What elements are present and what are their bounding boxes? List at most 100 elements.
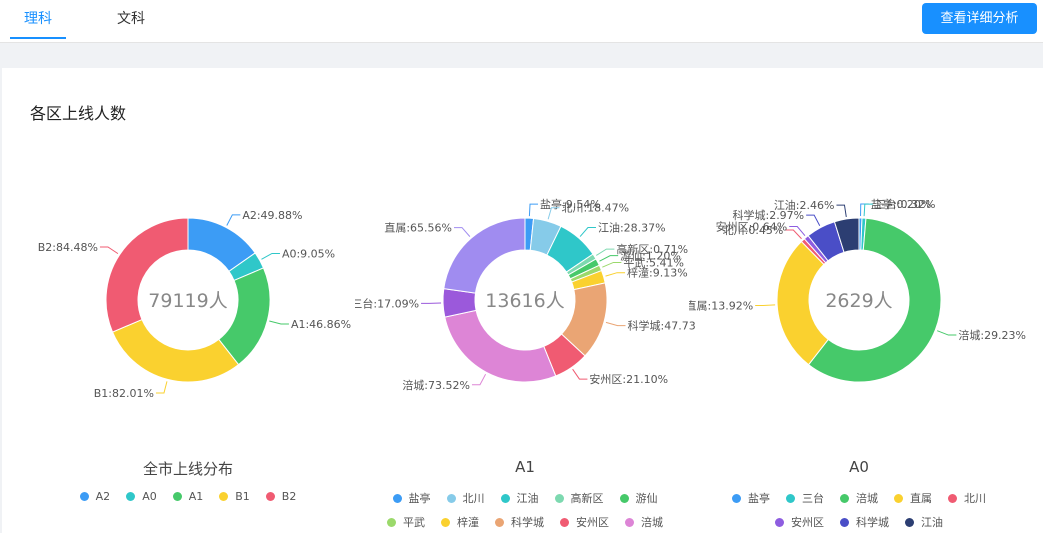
chart: A2:49.88% A0:9.05% A1:46.86% B1:82.01% B2:84… [18, 140, 358, 533]
legend-dot [387, 517, 396, 527]
slice-label: A1:46.86% [291, 318, 351, 331]
legend-item[interactable]: A2 [79, 490, 110, 503]
chart-title: A0 [849, 458, 869, 476]
legend-item[interactable]: 游仙 [619, 490, 658, 506]
center-label: 13616人 [485, 290, 564, 312]
slice-label: 江油:2.46% [774, 198, 835, 212]
chart-title: A1 [515, 458, 535, 476]
leader-line [155, 381, 168, 394]
chart-title: 全市上线分布 [142, 460, 233, 478]
leader-line [755, 304, 776, 307]
legend-item[interactable]: B2 [265, 490, 296, 503]
legend-item[interactable]: 平武 [387, 514, 425, 530]
legend-item[interactable]: 盐亭 [732, 490, 770, 506]
legend-text: 科学城 [511, 516, 544, 529]
legend-item[interactable]: 北川 [446, 490, 485, 506]
legend-item[interactable]: 北川 [948, 490, 986, 506]
legend-dot [840, 493, 849, 503]
slice [833, 217, 860, 253]
legend-item[interactable]: 高新区 [554, 490, 604, 506]
leader-line [471, 373, 487, 386]
center-label: 2629人 [825, 290, 892, 312]
legend-dot [732, 493, 741, 503]
legend-dot [500, 493, 510, 503]
slice-label: 三台:0.32% [875, 197, 936, 211]
slice-label: 江油:28.37% [598, 221, 666, 235]
slice-label: B1:82.01% [94, 387, 154, 400]
legend-item[interactable]: 涪城 [625, 514, 663, 530]
leader-line [602, 261, 622, 268]
tab[interactable]: 文科 [117, 11, 145, 27]
legend-item[interactable]: 安州区 [775, 514, 824, 530]
legend-dot [775, 517, 784, 527]
legend-item[interactable]: 江油 [500, 490, 539, 506]
section-title: 各区上线人数 [30, 104, 127, 123]
legend-dot [619, 493, 629, 503]
legend-text: 北川 [964, 492, 986, 505]
legend-dot [554, 493, 564, 503]
top-bar: 理科 文科 查看详细分析 [0, 0, 1043, 43]
legend-item[interactable]: A1 [172, 490, 204, 503]
donut-chart: 盐亭:0.20%三台:0.32% 涪城:29.23% 直属:13.92% 北川:0.4… [689, 197, 1026, 383]
tab[interactable]: 理科 [10, 8, 66, 39]
legend-dot [560, 517, 569, 527]
slice-label: 科学城:2.97% [732, 208, 804, 222]
legend-dot [446, 493, 456, 503]
slice [807, 217, 942, 383]
slice-label: 北川:18.47% [561, 202, 629, 215]
legend: A2 A0 A1 B1 B2 [28, 490, 348, 503]
donut-chart: A2:49.88% A0:9.05% A1:46.86% B1:82.01% B2:84… [38, 209, 351, 400]
center-label: 79119人 [148, 290, 227, 312]
legend-item[interactable]: 三台 [786, 490, 824, 506]
legend-dot [948, 493, 957, 503]
legend-dot [441, 517, 450, 527]
legend-item[interactable]: 直属 [894, 490, 932, 506]
slice-label: 三台:17.09% [355, 296, 419, 310]
legend-dot [905, 517, 914, 527]
legend-text: 江油 [516, 492, 539, 505]
legend-dot [840, 517, 849, 527]
slice-label: A0:9.05% [282, 247, 335, 260]
slice-label: 盐亭:0.20% [871, 197, 932, 211]
legend-text: 涪城 [856, 492, 878, 505]
legend-text: B1 [235, 490, 250, 503]
legend-text: 梓潼 [457, 516, 479, 529]
chart: 盐亭:9.54% 北川:18.47% 江油:28.37% 高新区:0.71% 游仙:1.… [355, 140, 695, 533]
leader-line [453, 227, 471, 237]
legend-dot [625, 517, 634, 527]
legend-dot [172, 492, 182, 501]
legend-item[interactable]: 科学城 [840, 514, 889, 530]
detail-button[interactable]: 查看详细分析 [922, 3, 1037, 34]
leader-line [599, 255, 619, 262]
legend-text: 江油 [921, 516, 943, 529]
leader-line [226, 214, 241, 226]
legend-dot [265, 492, 275, 501]
legend-text: 直属 [910, 492, 932, 505]
legend-item[interactable]: 安州区 [560, 514, 609, 530]
leader-line [605, 272, 626, 277]
legend-item[interactable]: A0 [126, 490, 157, 503]
slice-label: 安州区:0.64% [716, 220, 788, 234]
slice-label: 梓潼:9.13% [627, 266, 688, 280]
leader-line [528, 203, 539, 217]
legend-item[interactable]: B1 [219, 490, 250, 503]
legend-item[interactable]: 科学城 [495, 514, 544, 530]
legend-dot [126, 492, 136, 501]
legend-text: 涪城 [641, 516, 663, 529]
legend-item[interactable]: 江油 [905, 514, 943, 530]
legend-dot [495, 517, 504, 527]
legend-dot [79, 492, 89, 501]
slice [105, 217, 189, 333]
slice-label: 游仙:1.20% [620, 250, 681, 263]
leader-line [836, 204, 847, 218]
leader-line [99, 246, 119, 255]
legend-item[interactable]: 梓潼 [441, 514, 479, 530]
legend-text: 安州区 [791, 516, 824, 529]
legend-text: A1 [188, 490, 204, 503]
legend: 盐亭 北川 江油 高新区 游仙平武 梓潼 科学城 安州区 涪城 [365, 490, 685, 530]
legend-item[interactable]: 盐亭 [392, 490, 431, 506]
legend-item[interactable]: 涪城 [840, 490, 878, 506]
slice-label: 安州区:21.10% [589, 372, 668, 386]
slice-label: 北川:0.45% [723, 224, 784, 237]
